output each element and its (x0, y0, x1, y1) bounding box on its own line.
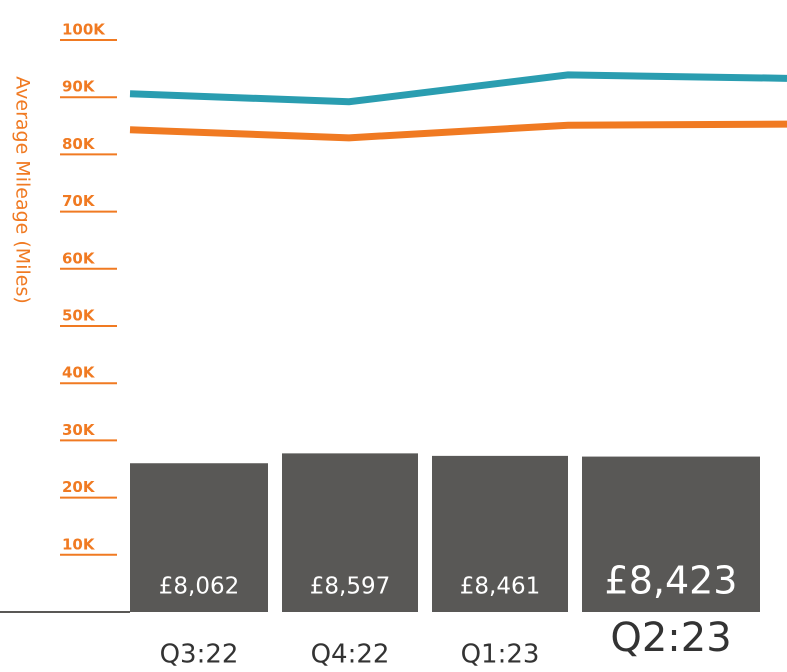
y-axis-label: Average Mileage (Miles) (12, 76, 34, 304)
y-tick-label: 20K (62, 478, 96, 496)
y-tick-label: 90K (62, 78, 96, 96)
bar (582, 456, 760, 612)
bar (130, 463, 268, 612)
y-tick-label: 70K (62, 192, 96, 210)
value-label: £8,423 (605, 559, 738, 603)
y-tick-label: 50K (62, 307, 96, 325)
x-tick-label: Q4:22 (311, 640, 390, 670)
x-tick-label: Q1:23 (461, 640, 540, 670)
value-label: £8,062 (159, 574, 239, 600)
x-tick-label: Q3:22 (160, 640, 239, 670)
y-tick-label: 60K (62, 249, 96, 267)
bar (282, 453, 418, 612)
y-tick-label: 30K (62, 421, 96, 439)
x-tick-label: Q2:23 (610, 615, 731, 661)
line-series (129, 120, 787, 142)
y-tick-label: 40K (62, 364, 96, 382)
line-series (129, 71, 787, 106)
value-label: £8,597 (310, 574, 390, 600)
y-tick-label: 80K (62, 135, 96, 153)
y-tick-label: 10K (62, 535, 96, 553)
y-tick-label: 100K (62, 21, 106, 39)
value-label: £8,461 (460, 574, 540, 600)
bar (432, 455, 568, 612)
